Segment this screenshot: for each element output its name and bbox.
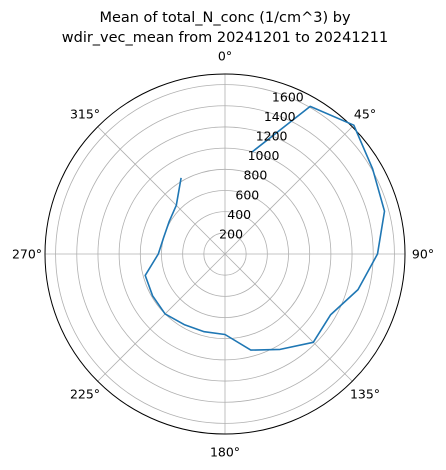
series-line xyxy=(144,105,386,351)
theta-tick-label: 315° xyxy=(70,106,100,121)
theta-tick-label: 45° xyxy=(354,106,376,121)
polar-frame xyxy=(44,73,406,435)
r-tick-label: 200 xyxy=(219,226,243,241)
r-tick-label: 600 xyxy=(235,187,259,202)
r-tick-label: 1000 xyxy=(248,148,280,163)
angular-gridline xyxy=(224,253,353,382)
r-tick-label: 800 xyxy=(243,168,267,183)
theta-tick-label: 135° xyxy=(350,387,380,402)
radial-tick-labels: 200 400 600 800 1000 1200 1400 1600 xyxy=(219,89,304,241)
theta-tick-label: 270° xyxy=(12,247,42,262)
theta-tick-label: 225° xyxy=(70,387,100,402)
chart-title-line-2: wdir_vec_mean from 20241201 to 20241211 xyxy=(62,30,389,46)
chart-title-line-1: Mean of total_N_conc (1/cm^3) by xyxy=(99,10,351,26)
polar-grid xyxy=(44,73,406,435)
angular-gridline xyxy=(224,126,353,255)
r-tick-label: 1200 xyxy=(256,129,288,144)
theta-tick-label: 0° xyxy=(218,49,232,64)
r-tick-label: 1400 xyxy=(264,109,296,124)
angular-gridline xyxy=(97,126,226,255)
r-tick-label: 1600 xyxy=(272,89,304,104)
r-tick-label: 400 xyxy=(227,207,251,222)
angular-gridline xyxy=(97,253,226,382)
series-layer xyxy=(144,105,386,351)
theta-tick-label: 90° xyxy=(412,247,434,262)
theta-tick-label: 180° xyxy=(210,445,240,460)
angular-tick-labels: 0° 45° 90° 135° 180° 225° 270° 315° xyxy=(12,49,434,460)
